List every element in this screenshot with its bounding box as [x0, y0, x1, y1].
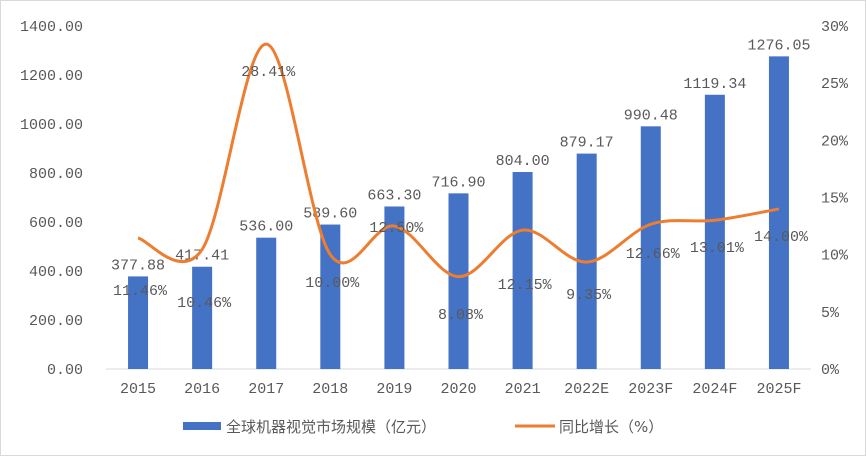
line-data-label: 11.46% — [113, 283, 168, 300]
legend-swatch-bar — [183, 422, 221, 430]
x-tick-label: 2025F — [756, 381, 801, 398]
y-tick-label: 1000.00 — [20, 117, 83, 134]
y2-tick-label: 25% — [821, 76, 849, 93]
x-tick-label: 2015 — [120, 381, 156, 398]
x-tick-label: 2021 — [505, 381, 541, 398]
bar-data-label: 1276.05 — [747, 37, 810, 54]
bar-data-label: 377.88 — [111, 257, 165, 274]
x-tick-label: 2016 — [184, 381, 220, 398]
y2-tick-label: 5% — [821, 305, 840, 322]
line-data-label: 28.41% — [241, 64, 296, 81]
x-tick-label: 2022E — [564, 381, 609, 398]
bar — [448, 193, 469, 369]
y2-tick-label: 10% — [821, 248, 849, 265]
bar-data-label: 589.60 — [303, 206, 357, 223]
bar-data-label: 536.00 — [239, 219, 293, 236]
legend-label-bar: 全球机器视觉市场规模（亿元） — [226, 418, 436, 436]
y2-tick-label: 20% — [821, 133, 849, 150]
line-data-label: 12.50% — [369, 220, 424, 237]
bar-data-label: 990.48 — [624, 107, 678, 124]
bar — [320, 224, 341, 369]
x-tick-label: 2020 — [440, 381, 476, 398]
bar — [384, 206, 405, 369]
bar-data-label: 804.00 — [496, 153, 550, 170]
x-tick-label: 2017 — [248, 381, 284, 398]
x-tick-label: 2018 — [312, 381, 348, 398]
y2-tick-label: 15% — [821, 191, 849, 208]
y-tick-label: 800.00 — [29, 166, 83, 183]
x-tick-label: 2019 — [376, 381, 412, 398]
legend-label-line: 同比增长（%） — [559, 418, 663, 436]
bar-data-label: 716.90 — [431, 174, 485, 191]
bar — [128, 276, 149, 369]
y-tick-label: 1400.00 — [20, 19, 83, 36]
bar-data-label: 663.30 — [367, 187, 421, 204]
line-data-label: 13.01% — [690, 240, 745, 257]
x-tick-label: 2023F — [628, 381, 673, 398]
y2-tick-label: 30% — [821, 19, 849, 36]
bar — [704, 94, 725, 369]
x-tick-label: 2024F — [692, 381, 737, 398]
bar-data-label: 879.17 — [560, 135, 614, 152]
line-data-label: 8.08% — [438, 307, 484, 324]
line-data-label: 14.00% — [754, 229, 809, 246]
y2-tick-label: 0% — [821, 362, 840, 379]
line-data-label: 9.35% — [566, 287, 612, 304]
line-data-label: 10.00% — [305, 275, 360, 292]
bar — [512, 172, 533, 369]
bar — [192, 266, 213, 369]
line-data-label: 12.66% — [626, 246, 681, 263]
line-data-label: 12.15% — [498, 277, 553, 294]
bar-data-label: 1119.34 — [683, 76, 746, 93]
line-data-label: 10.46% — [177, 295, 232, 312]
bar — [256, 237, 277, 369]
y-tick-label: 0.00 — [47, 362, 83, 379]
y-tick-label: 1200.00 — [20, 68, 83, 85]
bar — [768, 56, 789, 370]
legend: 全球机器视觉市场规模（亿元） 同比增长（%） — [183, 418, 663, 436]
growth-line — [137, 42, 780, 279]
y-tick-label: 400.00 — [29, 264, 83, 281]
y-tick-label: 200.00 — [29, 313, 83, 330]
bar — [640, 126, 661, 369]
y-tick-label: 600.00 — [29, 215, 83, 232]
